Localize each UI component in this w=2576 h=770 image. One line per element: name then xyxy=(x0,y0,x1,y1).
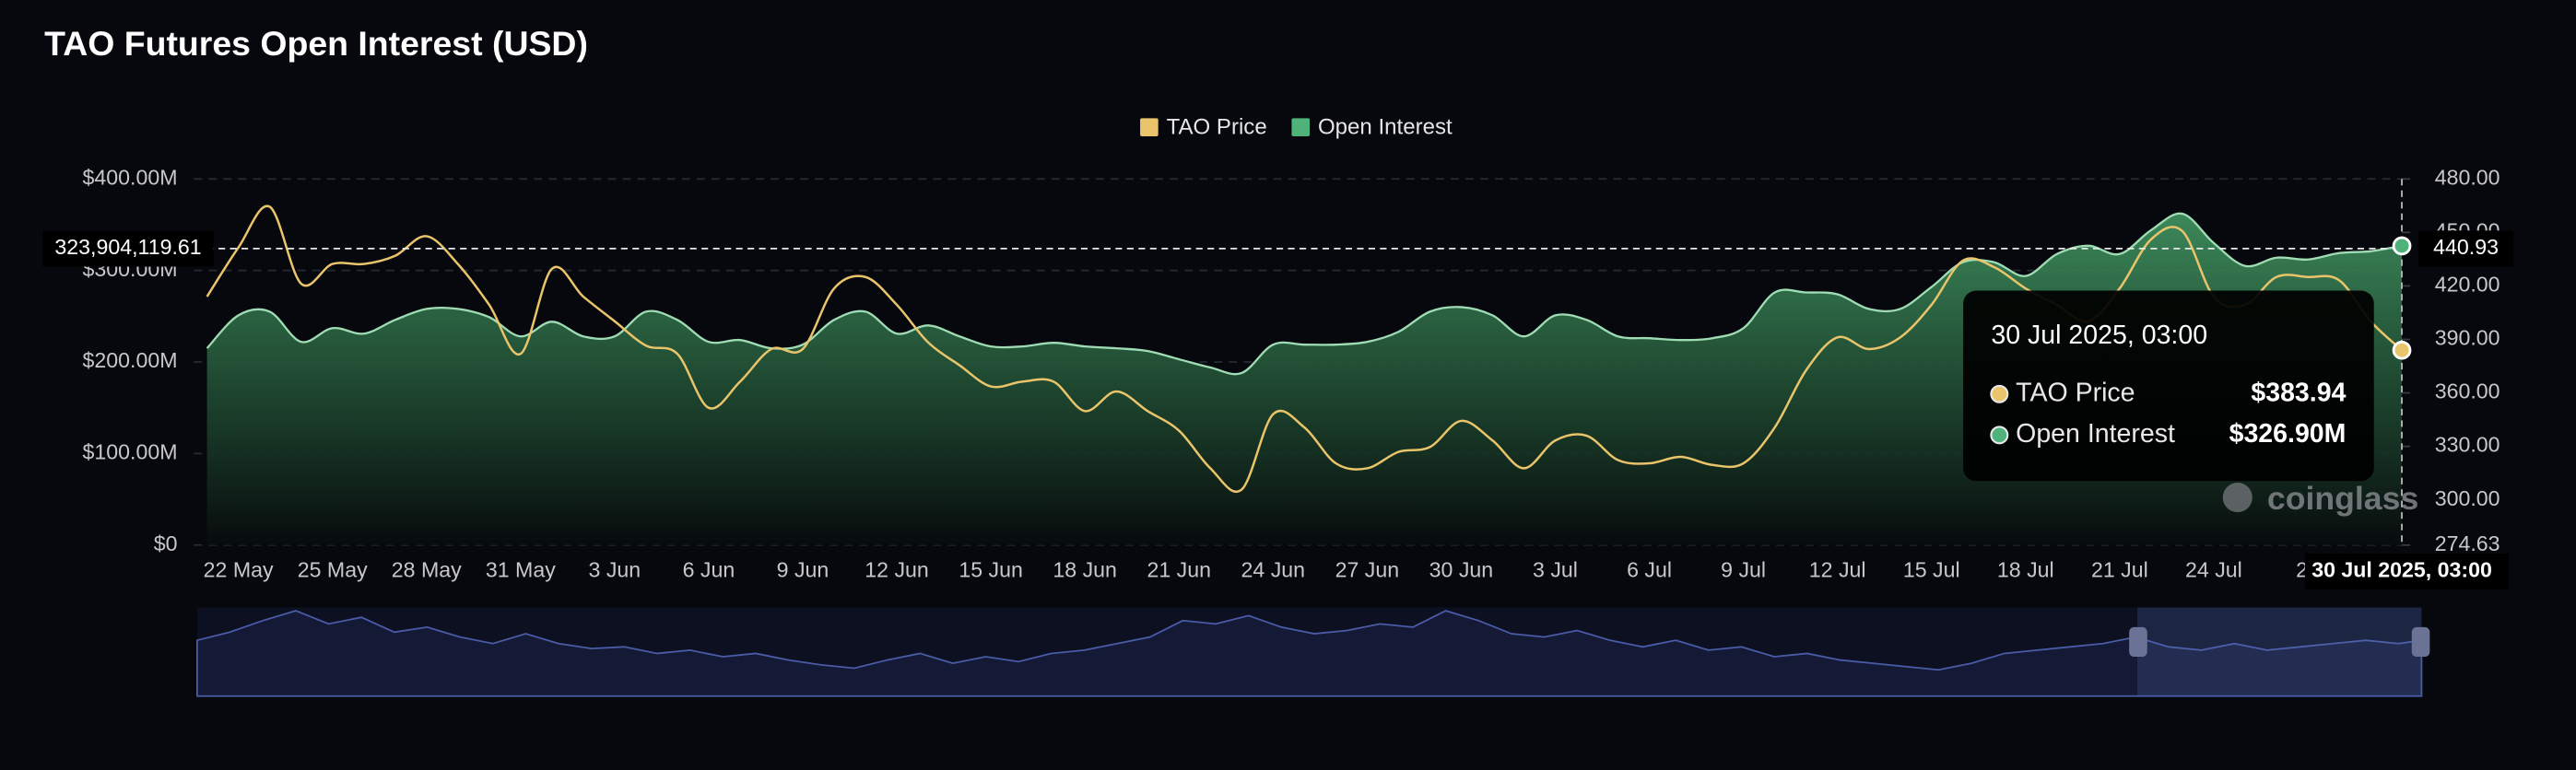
legend-swatch xyxy=(1140,118,1159,136)
tooltip-value: $326.90M xyxy=(2229,419,2347,449)
x-tick-label: 27 Jun xyxy=(1335,557,1400,581)
x-tick-label: 6 Jul xyxy=(1627,557,1672,581)
x-tick-label: 3 Jul xyxy=(1533,557,1578,581)
area-fill xyxy=(206,213,2403,545)
crosshair-y2-label: 440.93 xyxy=(2433,235,2499,259)
y-tick-label: $0 xyxy=(154,531,178,555)
x-tick-label: 30 Jun xyxy=(1429,557,1494,581)
y2-tick-label: 330.00 xyxy=(2435,433,2500,457)
crosshair-x-box xyxy=(2304,553,2509,589)
x-tick-label: 15 Jul xyxy=(1903,557,1960,581)
navigator-window[interactable] xyxy=(2137,607,2422,696)
x-tick-label: 18 Jul xyxy=(1997,557,2054,581)
legend-label: TAO Price xyxy=(1167,114,1267,139)
x-tick-label: 24 Jul xyxy=(2185,557,2242,581)
x-tick-label: 21 Jun xyxy=(1147,557,1211,581)
x-tick-label: 28 May xyxy=(392,557,462,581)
x-tick-label: 15 Jun xyxy=(959,557,1023,581)
crosshair-y-box xyxy=(42,230,214,267)
x-tick-label: 22 May xyxy=(204,557,274,581)
y-tick-label: $100.00M xyxy=(83,440,178,464)
watermark-icon xyxy=(2222,483,2253,513)
legend-swatch xyxy=(1291,118,1311,136)
x-tick-label: 24 Jun xyxy=(1241,557,1306,581)
x-tick-label: 9 Jun xyxy=(777,557,829,581)
y2-tick-label: 300.00 xyxy=(2435,486,2500,510)
watermark: coinglass xyxy=(2222,480,2418,517)
x-tick-label: 12 Jul xyxy=(1809,557,1866,581)
y2-tick-label: 390.00 xyxy=(2435,326,2500,350)
x-tick-label: 21 Jul xyxy=(2091,557,2148,581)
x-tick-label: 12 Jun xyxy=(865,557,929,581)
chart-title: TAO Futures Open Interest (USD) xyxy=(44,24,588,63)
y-tick-label: $400.00M xyxy=(83,165,178,189)
y2-tick-label: 480.00 xyxy=(2435,165,2500,189)
crosshair-y2-box xyxy=(2417,230,2514,267)
tooltip-name: Open Interest xyxy=(2016,419,2175,449)
y2-tick-label: 420.00 xyxy=(2435,273,2500,297)
tooltip-dot xyxy=(1990,426,2009,445)
tooltip-value: $383.94 xyxy=(2251,378,2346,407)
y-tick-label: $200.00M xyxy=(83,348,178,372)
x-tick-label: 18 Jun xyxy=(1053,557,1117,581)
crosshair-y-label: 323,904,119.61 xyxy=(54,235,201,259)
legend-label: Open Interest xyxy=(1318,114,1453,139)
active-point xyxy=(2392,340,2412,360)
x-tick-label: 3 Jun xyxy=(589,557,641,581)
y2-tick-label: 274.63 xyxy=(2435,531,2500,555)
tooltip-dot xyxy=(1990,384,2009,403)
x-tick-label: 6 Jun xyxy=(683,557,735,581)
y2-tick-label: 360.00 xyxy=(2435,379,2500,403)
crosshair-x-label: 30 Jul 2025, 03:00 xyxy=(2311,557,2492,581)
x-tick-label: 25 May xyxy=(298,557,368,581)
navigator-handle[interactable] xyxy=(2411,626,2430,658)
crosshair: 323,904,119.61 440.93 30 Jul 2025, 03:00 30… xyxy=(42,179,2514,589)
navigator-handle[interactable] xyxy=(2129,626,2147,658)
legend: TAO Price Open Interest xyxy=(1140,114,1453,139)
active-point xyxy=(2392,236,2412,256)
tooltip-box xyxy=(1963,290,2374,482)
tooltip-title: 30 Jul 2025, 03:00 xyxy=(1991,321,2207,350)
area-line xyxy=(206,212,2403,376)
tooltip-name: TAO Price xyxy=(2016,378,2135,407)
x-tick-label: 31 May xyxy=(486,557,556,581)
x-tick-label: 9 Jul xyxy=(1721,557,1766,581)
navigator xyxy=(196,607,2430,697)
watermark-text: coinglass xyxy=(2267,480,2418,517)
